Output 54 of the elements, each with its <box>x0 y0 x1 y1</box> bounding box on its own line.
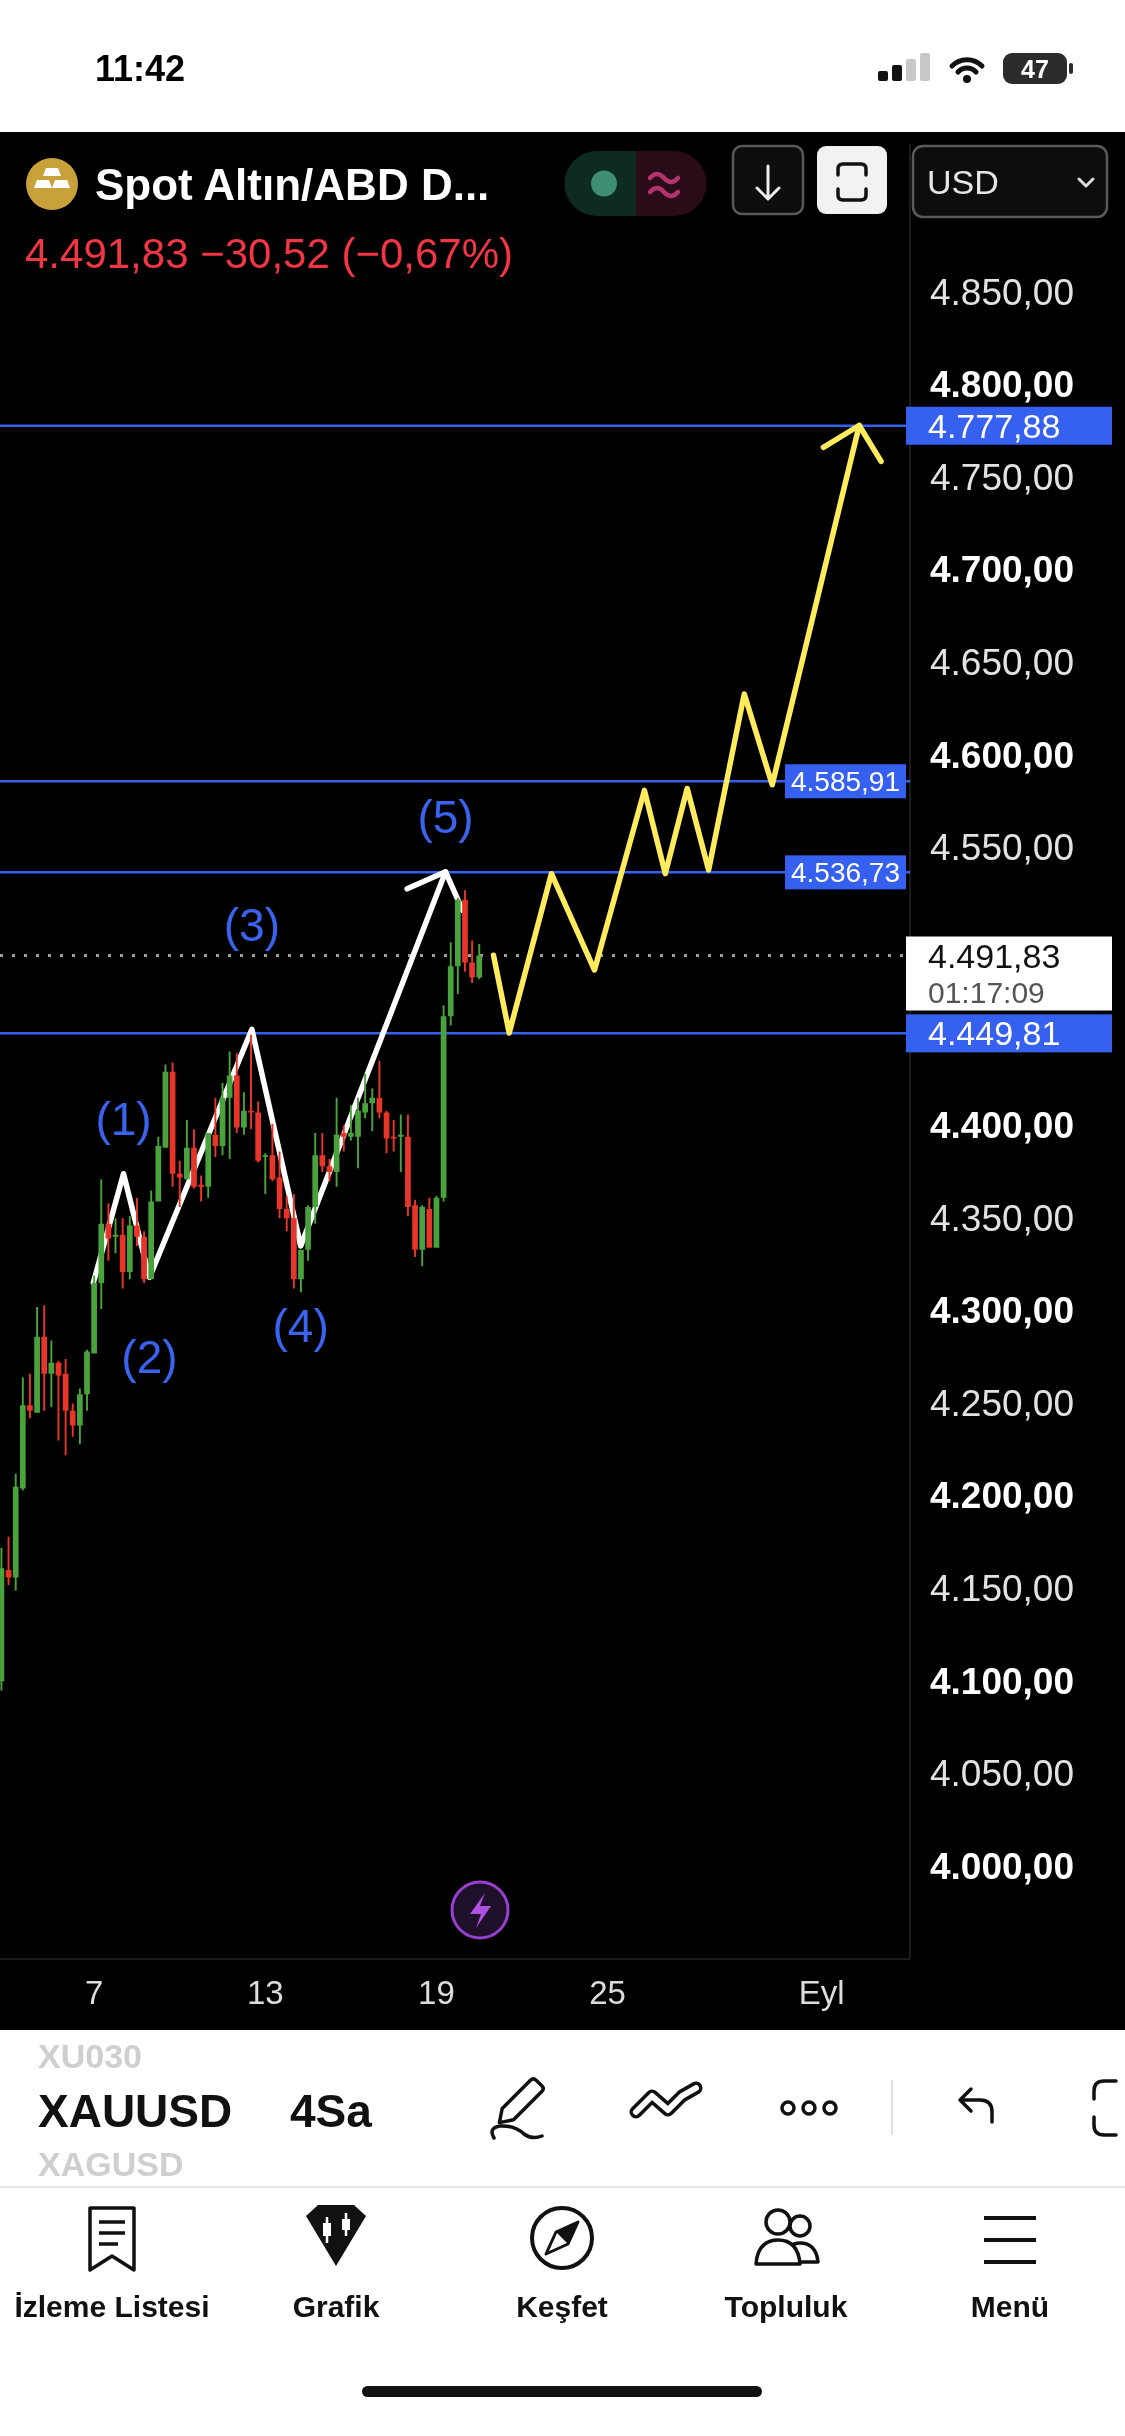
x-tick-label: 7 <box>84 1973 104 2011</box>
candlestick <box>340 1125 347 1152</box>
y-tick-label: 4.700,00 <box>930 549 1075 591</box>
y-tick-label: 4.350,00 <box>930 1197 1075 1239</box>
annotation: (5) <box>417 790 474 843</box>
ref-line-label: 4.449,81 <box>928 1014 1061 1053</box>
y-tick-label: 4.550,00 <box>930 827 1075 869</box>
text: USD <box>927 163 999 201</box>
x-tick-label: 13 <box>246 1973 284 2011</box>
annotation: (4) <box>272 1299 329 1352</box>
text: Topluluk <box>724 2289 848 2323</box>
text: 01:17:09 <box>928 976 1045 1010</box>
candlestick <box>48 1340 55 1408</box>
candlestick <box>262 1153 269 1195</box>
text: XAUUSD <box>38 2085 233 2137</box>
candlestick <box>176 1160 183 1208</box>
x-tick-label: 25 <box>589 1973 626 2011</box>
candlestick <box>248 1034 254 1130</box>
candlestick <box>390 1120 397 1152</box>
candlestick <box>134 1197 140 1246</box>
candlestick <box>369 1088 376 1132</box>
y-tick-label: 4.800,00 <box>930 364 1075 406</box>
text: 4Sa <box>290 2085 373 2137</box>
y-tick-label: 4.650,00 <box>930 642 1075 684</box>
ref-line-label: 4.585,91 <box>791 765 901 797</box>
annotation: (2) <box>121 1331 178 1384</box>
chart-title: Spot Altın/ABD D... <box>95 159 490 209</box>
candlestick <box>397 1114 404 1172</box>
ref-line-label: 4.536,73 <box>791 856 901 888</box>
y-tick-label: 4.300,00 <box>930 1290 1075 1332</box>
text: 47 <box>1021 55 1049 83</box>
y-tick-label: 4.250,00 <box>930 1382 1075 1424</box>
ref-line-label: 4.777,88 <box>928 406 1061 445</box>
y-tick-label: 4.000,00 <box>930 1845 1075 1887</box>
y-tick-label: 4.750,00 <box>930 456 1075 498</box>
x-tick-label: Eyl <box>798 1973 845 2011</box>
text: 4.491,83 −30,52 (−0,67%) <box>25 229 514 277</box>
annotation: (1) <box>95 1092 152 1145</box>
annotation: (3) <box>223 898 281 951</box>
y-tick-label: 4.400,00 <box>930 1105 1075 1147</box>
candlestick <box>27 1373 33 1419</box>
y-tick-label: 4.600,00 <box>930 734 1075 776</box>
text: Keşfet <box>516 2289 608 2323</box>
y-tick-label: 4.200,00 <box>930 1475 1075 1517</box>
y-tick-label: 4.850,00 <box>930 271 1075 313</box>
x-tick-label: 19 <box>418 1973 455 2011</box>
text: 11:42 <box>94 47 186 89</box>
text: Menü <box>970 2289 1050 2323</box>
y-tick-label: 4.100,00 <box>930 1660 1075 1702</box>
y-tick-label: 4.150,00 <box>930 1568 1075 1610</box>
text: İzleme Listesi <box>14 2289 210 2323</box>
text: Grafik <box>292 2289 380 2323</box>
y-tick-label: 4.050,00 <box>930 1753 1075 1795</box>
ref-line-label: 4.491,83 <box>928 936 1061 975</box>
